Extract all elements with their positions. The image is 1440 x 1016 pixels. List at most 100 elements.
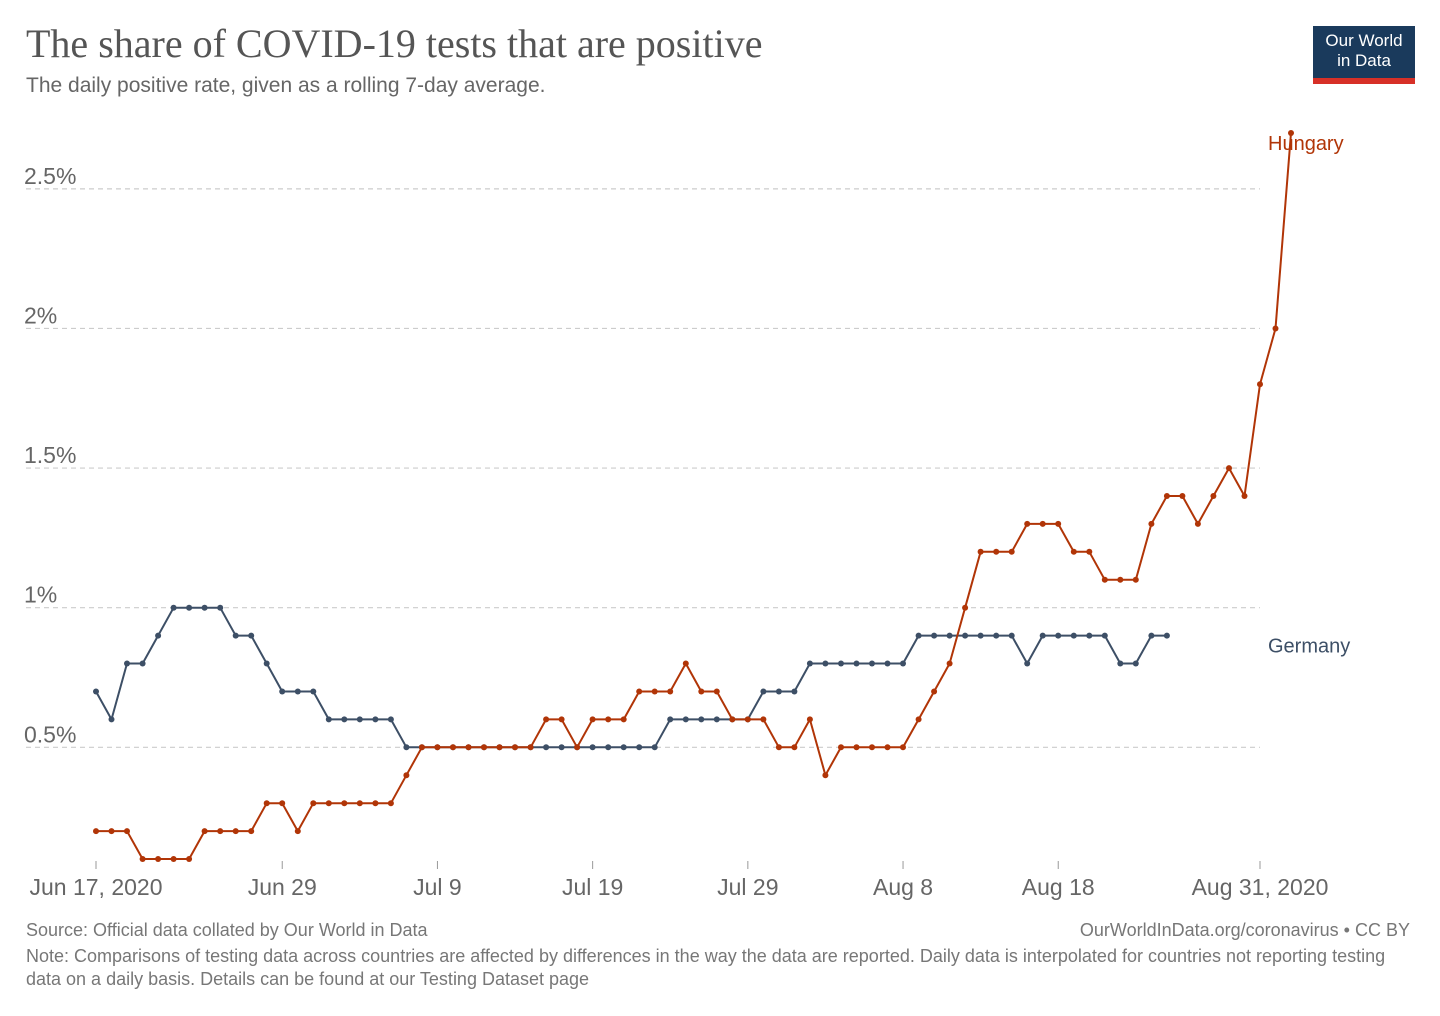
hungary-point [434, 744, 441, 751]
license-link[interactable]: OurWorldInData.org/coronavirus • CC BY [1079, 920, 1410, 940]
hungary-point [993, 548, 1000, 555]
hungary-point [512, 744, 518, 751]
hungary-point [1132, 576, 1139, 583]
hungary-point [1148, 520, 1155, 527]
hungary-point [155, 856, 162, 862]
hungary-point [869, 744, 875, 751]
germany-point [822, 660, 829, 667]
hungary-point [356, 800, 363, 807]
hungary-point [1039, 520, 1046, 527]
germany-point [387, 716, 394, 723]
hungary-point [760, 716, 767, 723]
germany-point [372, 716, 379, 723]
germany-point [931, 632, 938, 639]
germany-series-label: Germany [1268, 636, 1350, 658]
hungary-point [418, 744, 425, 751]
germany-point [946, 632, 953, 639]
germany-point [698, 716, 705, 723]
germany-point [993, 632, 1000, 639]
hungary-point [372, 800, 379, 807]
hungary-point [838, 744, 844, 751]
hungary-point [124, 828, 130, 835]
germany-point [838, 660, 844, 667]
germany-point [558, 744, 565, 751]
hungary-point [232, 828, 239, 835]
hungary-point [325, 800, 332, 807]
germany-point [915, 632, 922, 639]
line-chart: 0.5% 1% 1.5% 2% 2.5% Jun 17, 2020 Jun 29 Jul 9 J… [24, 130, 1350, 900]
x-tick-label: Aug 31, 2020 [1192, 874, 1329, 900]
hungary-point [248, 828, 255, 835]
hungary-point [186, 856, 193, 862]
hungary-point [1241, 493, 1248, 499]
y-tick-label: 1.5% [24, 442, 76, 468]
germany-point [1117, 660, 1124, 667]
hungary-point [915, 716, 922, 723]
germany-point [775, 688, 782, 695]
hungary-point [791, 744, 798, 751]
hungary-point [962, 604, 969, 611]
hungary-point [713, 688, 720, 695]
hungary-point [387, 800, 394, 807]
hungary-point [1288, 130, 1294, 136]
y-tick-label: 2.5% [24, 163, 76, 189]
owid-logo[interactable]: Our World in Data [1313, 26, 1415, 84]
hungary-point [1179, 493, 1186, 499]
germany-point [869, 660, 875, 667]
x-tick-label: Aug 8 [873, 874, 933, 900]
germany-point [1008, 632, 1015, 639]
germany-point [325, 716, 332, 723]
y-tick-label: 1% [24, 582, 57, 608]
hungary-point [806, 716, 813, 723]
germany-point [279, 688, 286, 695]
hungary-point [139, 856, 146, 862]
hungary-point [543, 716, 550, 723]
germany-point [605, 744, 612, 751]
germany-point [791, 688, 798, 695]
germany-point [713, 716, 720, 723]
germany-point [1055, 632, 1062, 639]
hungary-point [946, 660, 953, 667]
hungary-point [108, 828, 115, 835]
y-tick-label: 2% [24, 302, 57, 328]
germany-point [543, 744, 550, 751]
hungary-point [620, 716, 627, 723]
hungary-point [1070, 548, 1077, 555]
germany-point [1070, 632, 1077, 639]
hungary-point [527, 744, 534, 751]
hungary-point [977, 548, 984, 555]
grid-layer [26, 188, 1260, 748]
hungary-point [310, 800, 317, 807]
x-tick-label: Jun 29 [248, 874, 317, 900]
hungary-point [201, 828, 208, 835]
germany-point [139, 660, 146, 667]
x-tick-label: Jun 17, 2020 [29, 874, 162, 900]
hungary-point [667, 688, 674, 695]
x-tick-label: Aug 18 [1022, 874, 1095, 900]
germany-point [232, 632, 239, 639]
hungary-point [884, 744, 891, 751]
hungary-point [1272, 325, 1279, 332]
germany-point [1163, 632, 1170, 639]
hungary-point [217, 828, 224, 835]
hungary-point [931, 688, 938, 695]
germany-point [651, 744, 658, 751]
hungary-point [558, 716, 565, 723]
germany-point [620, 744, 627, 751]
hungary-point [1210, 493, 1217, 499]
y-tick-label: 0.5% [24, 721, 76, 747]
logo-line-2: in Data [1337, 51, 1391, 70]
hungary-point [294, 828, 301, 835]
germany-point [1148, 632, 1155, 639]
source-note: Source: Official data collated by Our Wo… [26, 920, 428, 940]
germany-point [977, 632, 984, 639]
germany-point [962, 632, 969, 639]
germany-point [170, 604, 177, 611]
x-tick-label: Jul 19 [562, 874, 623, 900]
axis-layer: 0.5% 1% 1.5% 2% 2.5% Jun 17, 2020 Jun 29 Jul 9 J… [24, 163, 1328, 900]
germany-point [884, 660, 891, 667]
germany-point [667, 716, 674, 723]
germany-point [201, 604, 208, 611]
germany-point [341, 716, 348, 723]
hungary-point [1086, 548, 1093, 555]
